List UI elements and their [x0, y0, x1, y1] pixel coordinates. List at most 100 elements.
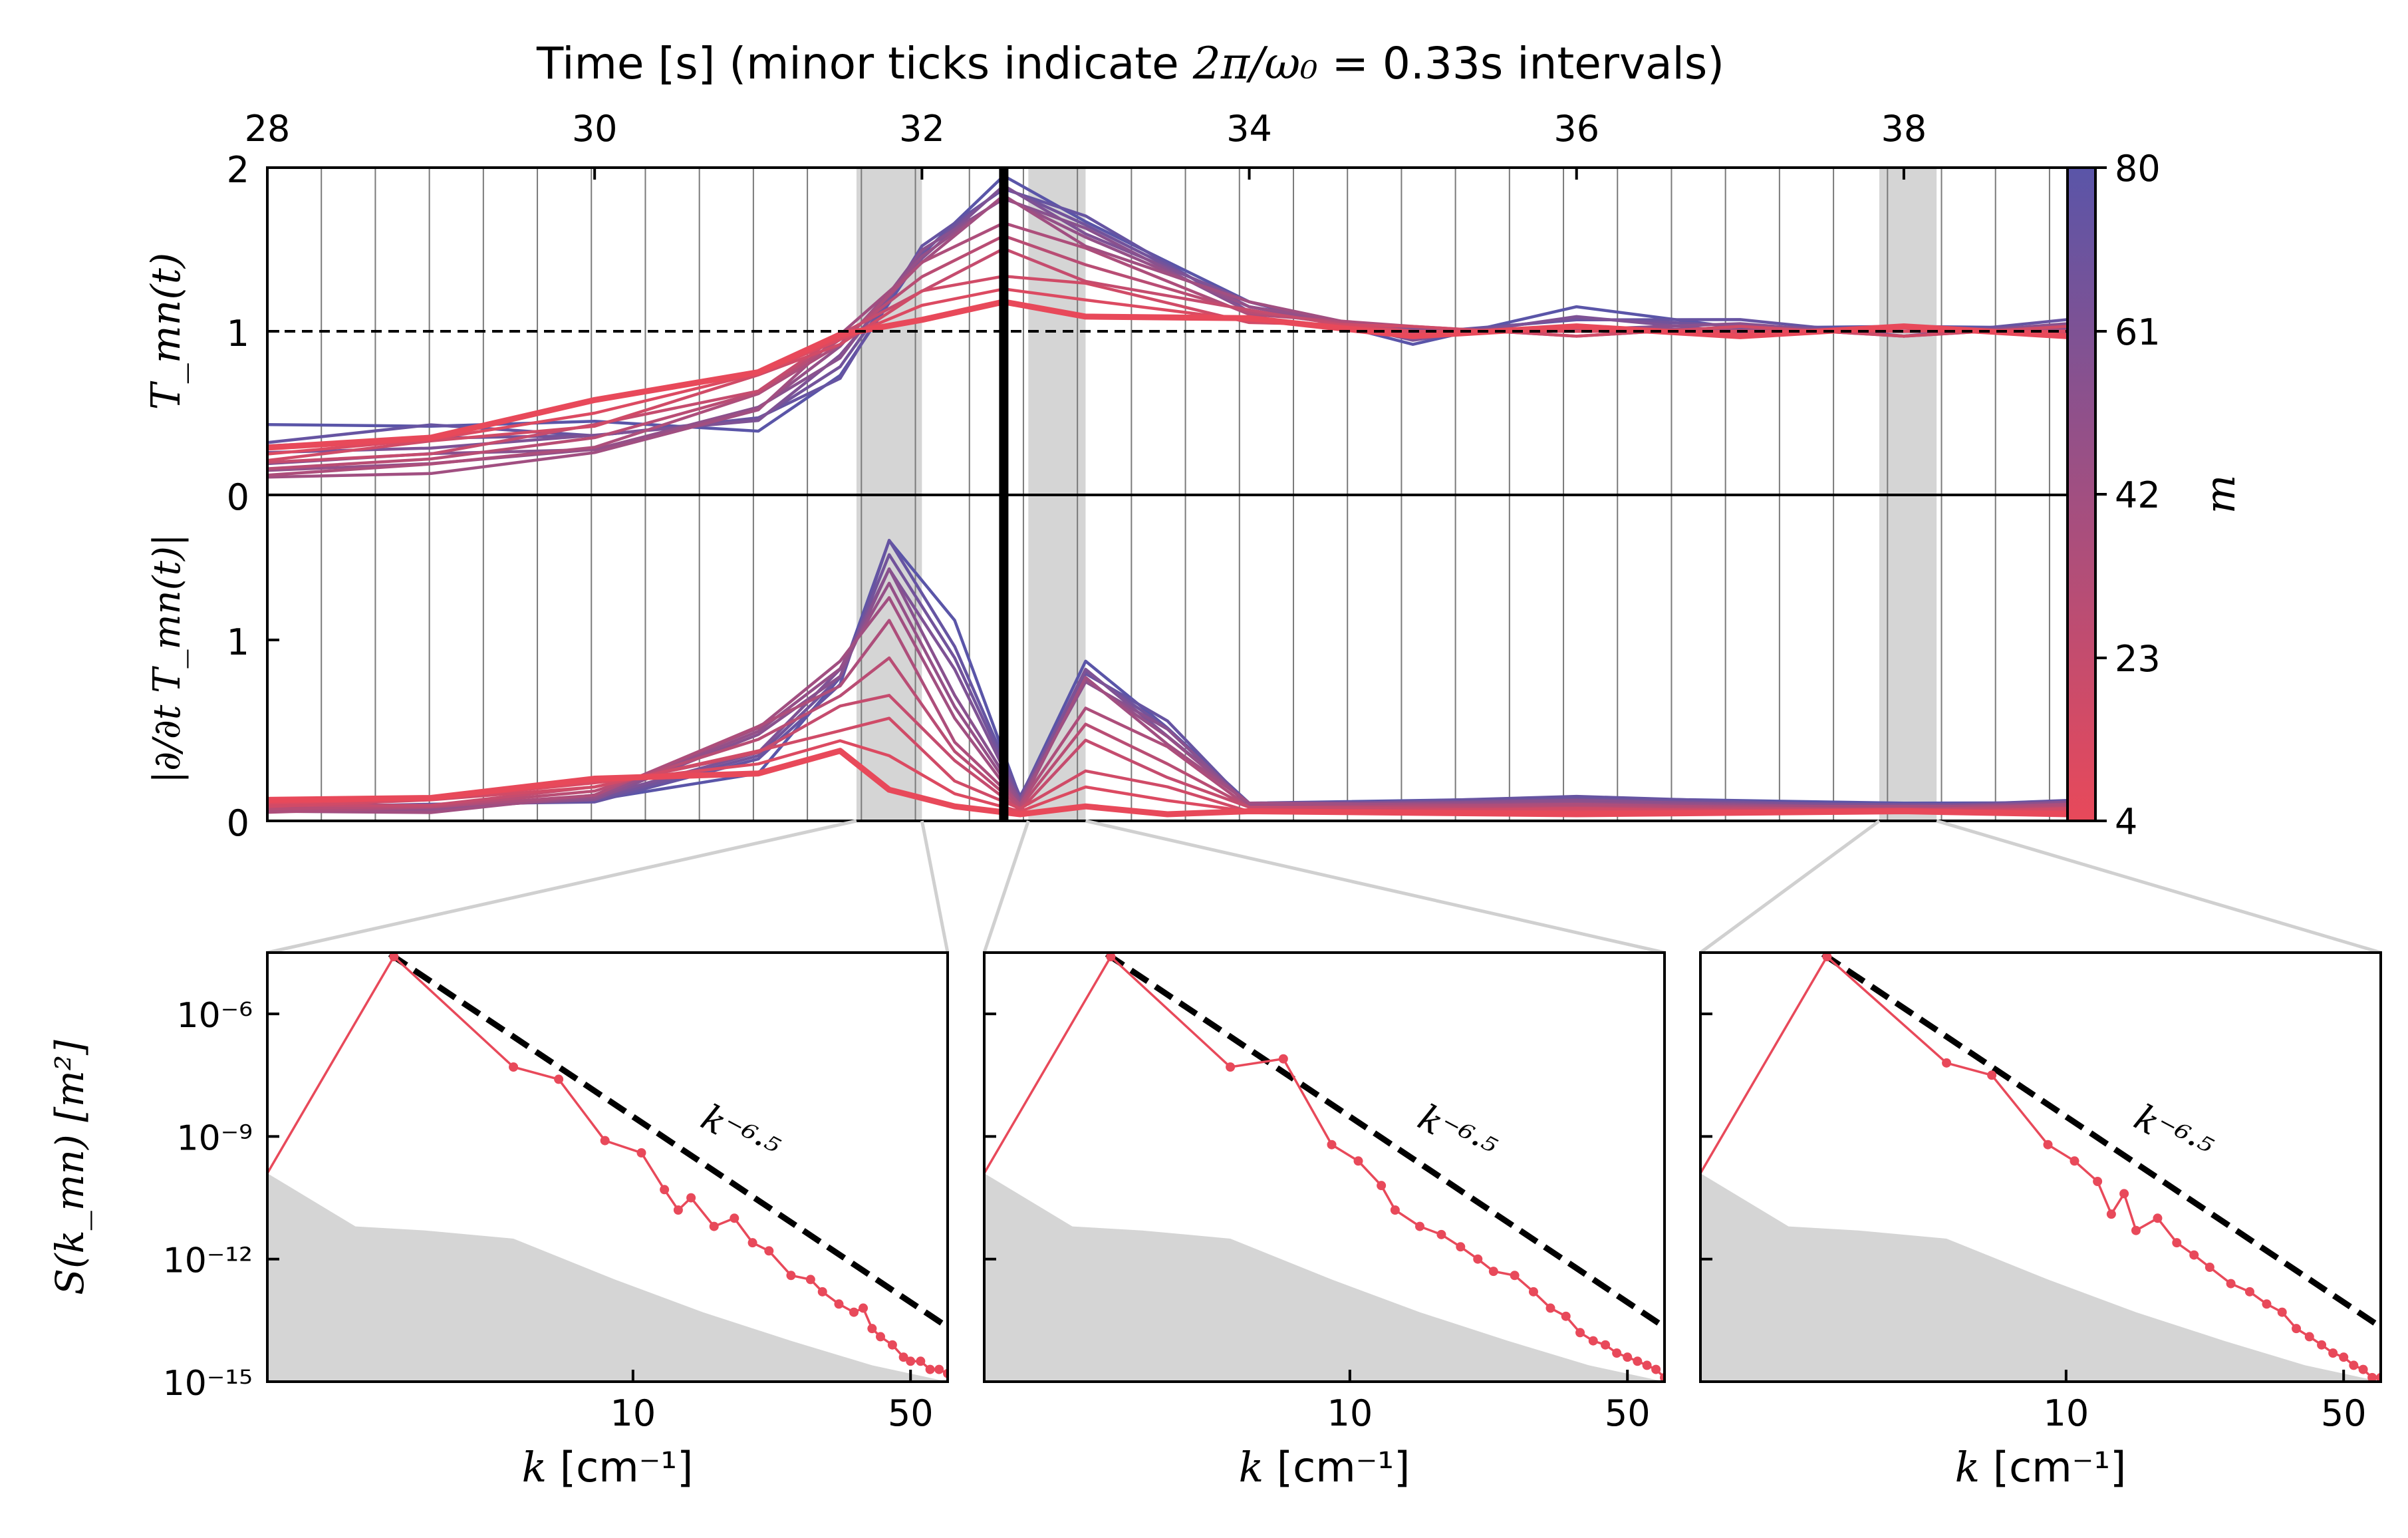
spectrum-panel-0: k⁻⁶·⁵ 10 50 k [cm⁻¹] 10⁻⁶ 10⁻⁹ 10⁻¹² 10⁻¹⁵ [163, 951, 949, 1491]
spectrum-point [849, 1307, 859, 1317]
spectrum-point [2292, 1324, 2302, 1334]
zoom-connectors [267, 819, 2381, 955]
spectrum-frame [266, 951, 949, 1383]
spectrum-point [1561, 1311, 1571, 1321]
spectrum-point [916, 1356, 926, 1366]
colorbar-tick-61: 61 [2115, 311, 2161, 353]
connector-left [267, 819, 857, 955]
lower-y-tick-0: 0 [227, 802, 249, 844]
spectrum-point [686, 1193, 696, 1203]
spectrum-y-tick-label: 10⁻¹² [163, 1241, 253, 1281]
spectrum-y-tick-label: 10⁻⁹ [177, 1118, 253, 1158]
spectrum-point [2093, 1177, 2103, 1186]
connector-right [1085, 819, 1665, 955]
noise-floor-area [984, 1173, 1665, 1382]
colorbar-tick-23: 23 [2115, 638, 2161, 680]
spectrum-point [1651, 1364, 1661, 1374]
spectrum-point [2349, 1360, 2359, 1370]
spectrum-panel-2: k⁻⁶·⁵ 10 50 k [cm⁻¹] [1699, 951, 2382, 1491]
connector-right [920, 820, 950, 953]
spectrum-x-tick-10: 10 [610, 1392, 656, 1434]
spectrum-panel-1: k⁻⁶·⁵ 10 50 k [cm⁻¹] [983, 951, 1666, 1491]
spectrum-point [2358, 1364, 2368, 1374]
spectrum-point [834, 1299, 844, 1309]
time-axis-title: Time [s] (minor ticks indicate 2π/ω₀ = 0… [536, 38, 1724, 89]
spectrum-point [1390, 1205, 1400, 1215]
spectrum-point [1353, 1156, 1363, 1166]
spectrum-ylabel: S(k_mn) [m²] [47, 1040, 92, 1295]
spectrum-point [2262, 1299, 2272, 1309]
top-x-tick-38: 38 [1881, 108, 1927, 150]
spectrum-point [1822, 953, 1832, 962]
spectrum-point [1473, 1254, 1483, 1264]
spectrum-point [867, 1324, 877, 1334]
connector-left [1699, 819, 1881, 955]
spectrum-point [2119, 1189, 2129, 1199]
time-series-lines [267, 174, 2068, 818]
spectrum-point [1612, 1348, 1622, 1358]
fit-label: k⁻⁶·⁵ [2127, 1096, 2218, 1171]
spectrum-point [898, 1352, 908, 1362]
spectrum-point [2172, 1238, 2182, 1248]
colorbar-tick-42: 42 [2115, 474, 2161, 516]
spectrum-point [786, 1271, 796, 1281]
spectrum-y-tick-label: 10⁻¹⁵ [163, 1364, 253, 1404]
spectrum-xlabel: k [cm⁻¹] [522, 1443, 694, 1491]
top-x-tick-34: 34 [1226, 108, 1272, 150]
colorbar [2066, 166, 2097, 822]
spectrum-point [673, 1205, 683, 1215]
spectrum-point [2304, 1332, 2314, 1342]
upper-panel-y-ticks: 2 1 0 [227, 149, 279, 518]
power-law-fit-line [1815, 953, 2381, 1331]
spectrum-point [925, 1364, 935, 1374]
series-line-panel0-m48 [267, 196, 2068, 472]
spectrum-frame [983, 951, 1666, 1383]
spectrum-point [1436, 1229, 1446, 1239]
spectrum-point [660, 1185, 670, 1195]
spectrum-point [389, 953, 399, 962]
spectrum-point [1545, 1303, 1555, 1313]
spectrum-point [1377, 1181, 1387, 1191]
upper-y-tick-0: 0 [227, 476, 249, 518]
spectrum-point [2070, 1156, 2079, 1166]
series-line-panel0-m17 [267, 274, 2068, 462]
spectrum-point [709, 1221, 719, 1231]
spectrum-point [764, 1246, 774, 1256]
colorbar-label: m [2196, 475, 2244, 514]
spectrum-point [1488, 1267, 1498, 1277]
upper-y-tick-2: 2 [227, 149, 249, 191]
spectrum-point [747, 1238, 757, 1248]
spectrum-point [1528, 1287, 1538, 1297]
spectrum-xlabel: k [cm⁻¹] [1239, 1443, 1410, 1491]
colorbar-tick-4: 4 [2115, 801, 2137, 843]
spectrum-point [805, 1275, 815, 1285]
spectrum-x-tick-10: 10 [1327, 1392, 1373, 1434]
series-line-panel1-m74 [267, 538, 2068, 809]
spectrum-point [2339, 1352, 2349, 1362]
spectrum-point [2131, 1225, 2141, 1235]
spectrum-point [1510, 1271, 1520, 1281]
spectrum-point [2317, 1340, 2327, 1350]
spectrum-x-tick-10: 10 [2043, 1392, 2089, 1434]
spectrum-point [2277, 1307, 2287, 1317]
noise-floor-area [267, 1173, 948, 1382]
spectrum-point [509, 1062, 519, 1072]
top-x-tick-36: 36 [1553, 108, 1599, 150]
spectrum-x-tick-50: 50 [2321, 1392, 2367, 1434]
spectrum-point [2106, 1209, 2116, 1219]
spectrum-point [887, 1340, 897, 1350]
lower-y-tick-1: 1 [227, 621, 249, 663]
spectrum-point [636, 1148, 646, 1157]
spectrum-point [1106, 953, 1116, 962]
connector-right [1936, 819, 2381, 955]
fit-label: k⁻⁶·⁵ [694, 1096, 785, 1171]
spectrum-point [2043, 1140, 2053, 1150]
spectrum-y-tick-label: 10⁻⁶ [177, 996, 253, 1036]
noise-floor-area [1700, 1173, 2381, 1382]
spectrum-point [1226, 1062, 1236, 1072]
spectrum-point [1575, 1328, 1585, 1338]
spectrum-xlabel: k [cm⁻¹] [1955, 1443, 2127, 1491]
spectrum-point [1414, 1221, 1424, 1231]
colorbar-tick-80: 80 [2115, 148, 2161, 190]
